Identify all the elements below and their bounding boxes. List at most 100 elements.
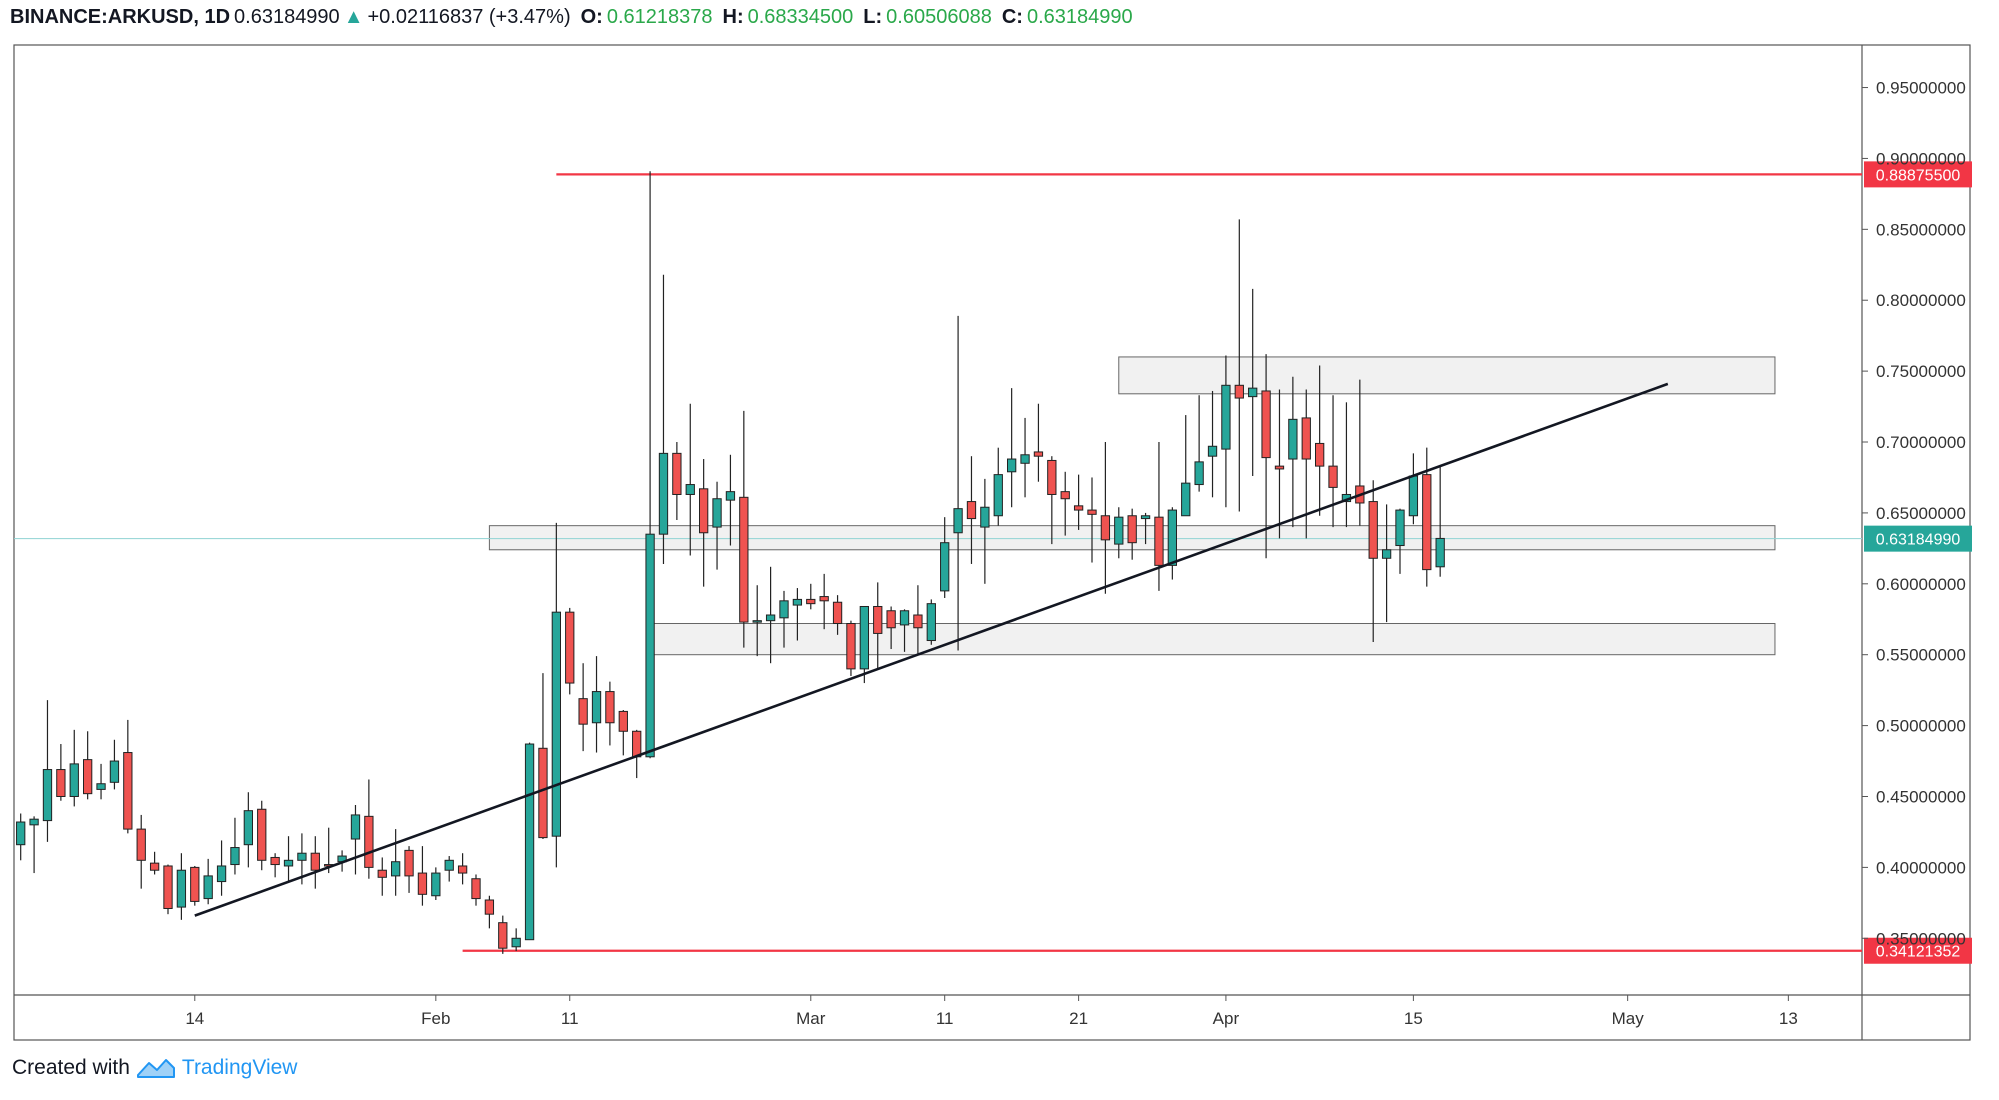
candle-body bbox=[377, 869, 387, 878]
candle-down bbox=[1315, 365, 1325, 516]
candle-body bbox=[886, 610, 896, 629]
candle-down bbox=[1261, 354, 1271, 559]
candle-body bbox=[123, 752, 133, 830]
candle-body bbox=[283, 859, 294, 867]
candle-body bbox=[1328, 465, 1338, 488]
candle-down bbox=[83, 731, 93, 800]
high-label: H: bbox=[722, 6, 744, 28]
candle-down bbox=[1355, 379, 1365, 526]
candle-body bbox=[1274, 465, 1285, 470]
candle-up bbox=[899, 609, 910, 652]
candle-up bbox=[591, 656, 602, 753]
candle-up bbox=[230, 817, 240, 875]
candle-up bbox=[712, 481, 722, 570]
candle-down bbox=[1328, 395, 1338, 528]
tradingview-logo-icon bbox=[136, 1059, 175, 1078]
candle-down bbox=[1087, 477, 1097, 563]
candle-body bbox=[591, 691, 602, 724]
candle-body bbox=[1033, 451, 1044, 457]
candle-body bbox=[297, 852, 307, 861]
candle-body bbox=[538, 747, 548, 839]
candle-up bbox=[1114, 507, 1124, 559]
candle-down bbox=[257, 800, 267, 871]
x-tick-label: 11 bbox=[561, 1009, 579, 1028]
candle-body bbox=[431, 872, 441, 897]
candle-body bbox=[270, 856, 280, 866]
candle-up bbox=[859, 605, 869, 684]
candle-body bbox=[471, 878, 481, 900]
candle-up bbox=[109, 739, 120, 790]
y-tick-label: 0.80000000 bbox=[1876, 291, 1966, 310]
x-tick-label: May bbox=[1612, 1009, 1645, 1028]
open-value: 0.61218378 bbox=[606, 6, 713, 28]
candle-down bbox=[404, 846, 414, 893]
candle-up bbox=[350, 805, 361, 875]
candle-body bbox=[913, 614, 923, 629]
candle-up bbox=[993, 447, 1003, 526]
candle-up bbox=[765, 566, 776, 664]
high-value: 0.68334500 bbox=[747, 6, 854, 28]
candle-down bbox=[56, 744, 66, 801]
candle-body bbox=[832, 601, 843, 625]
candle-up bbox=[524, 742, 535, 941]
axes-layer: 0.95000000 0.90000000 0.85000000 0.80000000… bbox=[185, 79, 1966, 1028]
candle-body bbox=[846, 623, 856, 670]
x-tick-label: 11 bbox=[936, 1009, 954, 1028]
candle-body bbox=[484, 899, 495, 915]
candle-down bbox=[1234, 219, 1244, 512]
candle-down bbox=[484, 895, 495, 929]
candle-up bbox=[1381, 504, 1392, 623]
candle-body bbox=[1381, 549, 1392, 559]
candle-down bbox=[136, 814, 146, 889]
candle-body bbox=[1114, 516, 1124, 545]
candle-down bbox=[832, 595, 843, 635]
candle-body bbox=[1007, 458, 1017, 473]
candle-down bbox=[364, 779, 374, 879]
tradingview-brand[interactable]: TradingView bbox=[181, 1056, 298, 1079]
level-price-tag bbox=[1864, 937, 1972, 964]
candle-body bbox=[699, 488, 709, 534]
candle-body bbox=[1154, 516, 1164, 566]
x-tick-label: 13 bbox=[1779, 1009, 1798, 1028]
y-tick-label: 0.35000000 bbox=[1876, 929, 1966, 948]
change-value: +0.02116837 (+3.47%) bbox=[367, 6, 571, 28]
candle-body bbox=[511, 937, 521, 948]
candle-body bbox=[1181, 482, 1191, 517]
candle-body bbox=[404, 849, 414, 877]
candle-down bbox=[1368, 480, 1378, 642]
candle-body bbox=[457, 865, 468, 874]
candle-body bbox=[739, 496, 749, 623]
candle-body bbox=[658, 452, 669, 535]
candle-body bbox=[779, 600, 789, 619]
candle-body bbox=[725, 491, 736, 501]
candle-body bbox=[1140, 515, 1151, 520]
candle-body bbox=[940, 542, 950, 592]
candle-body bbox=[605, 691, 615, 724]
candle-up bbox=[779, 590, 789, 648]
level-price-label: 0.88875500 bbox=[1876, 167, 1961, 184]
x-tick-label: Mar bbox=[796, 1009, 826, 1028]
candle-up bbox=[16, 813, 26, 861]
x-tick-label: 15 bbox=[1404, 1009, 1423, 1028]
candle-body bbox=[163, 865, 173, 910]
candle-down bbox=[149, 851, 160, 875]
candle-down bbox=[605, 681, 615, 746]
candle-body bbox=[1422, 474, 1432, 571]
candle-down bbox=[1047, 456, 1057, 545]
last-price-value: 0.63184990 bbox=[234, 6, 340, 28]
candle-body bbox=[819, 596, 829, 602]
candle-body bbox=[257, 808, 267, 861]
candle-up bbox=[1020, 417, 1030, 498]
y-tick-label: 0.45000000 bbox=[1876, 787, 1966, 806]
candle-up bbox=[953, 315, 963, 651]
candle-down bbox=[538, 673, 548, 840]
candle-up bbox=[551, 522, 561, 868]
candle-down bbox=[1100, 442, 1111, 594]
candle-body bbox=[966, 501, 977, 520]
last-price-label: 0.63184990 bbox=[1876, 532, 1961, 549]
candle-up bbox=[216, 840, 227, 896]
candle-body bbox=[752, 620, 762, 623]
candle-up bbox=[1221, 355, 1231, 508]
candle-up bbox=[29, 816, 39, 874]
